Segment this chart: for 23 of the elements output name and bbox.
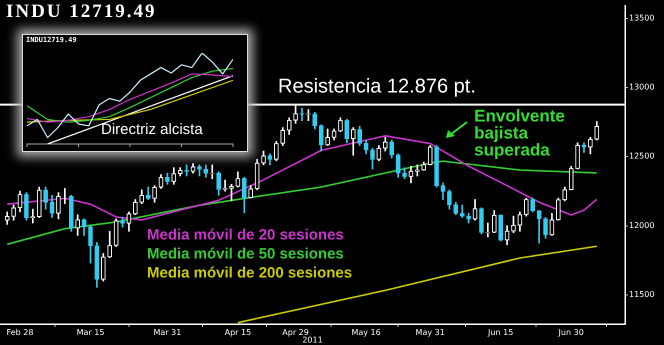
y-tick-label: 13500 xyxy=(629,13,654,22)
x-tick-label: Jun 30 xyxy=(558,328,584,337)
y-tick-label: 13000 xyxy=(629,82,654,92)
annotation: Envolvente bajista superada xyxy=(474,106,565,160)
x-tick-label: Apr 29 xyxy=(282,328,309,337)
x-axis-title: 2011 xyxy=(302,335,323,344)
annotation: Directriz alcista xyxy=(101,121,203,138)
series-label: Media móvil de 20 sesiones xyxy=(147,226,344,244)
x-tick-label: Mar 15 xyxy=(76,328,104,337)
x-tick-label: Apr 15 xyxy=(224,328,252,337)
x-tick-label: Feb 28 xyxy=(6,328,34,337)
series-label: Media móvil de 200 sesiones xyxy=(147,264,352,282)
x-tick-label: Jun 15 xyxy=(487,328,514,337)
ref-line-label: Resistencia 12.876 pt. xyxy=(278,76,476,98)
y-tick-label: 12500 xyxy=(629,152,654,161)
y-tick-label: 12000 xyxy=(629,220,654,230)
candlestick xyxy=(197,164,202,176)
x-tick-label: May 16 xyxy=(351,328,381,337)
y-tick-label: 11500 xyxy=(629,290,654,300)
x-tick-label: Mar 31 xyxy=(153,328,182,337)
series-label: Media móvil de 50 sesiones xyxy=(147,246,344,263)
chart-title: INDU 12719.49 xyxy=(6,1,157,23)
x-tick-label: May 31 xyxy=(416,328,445,337)
